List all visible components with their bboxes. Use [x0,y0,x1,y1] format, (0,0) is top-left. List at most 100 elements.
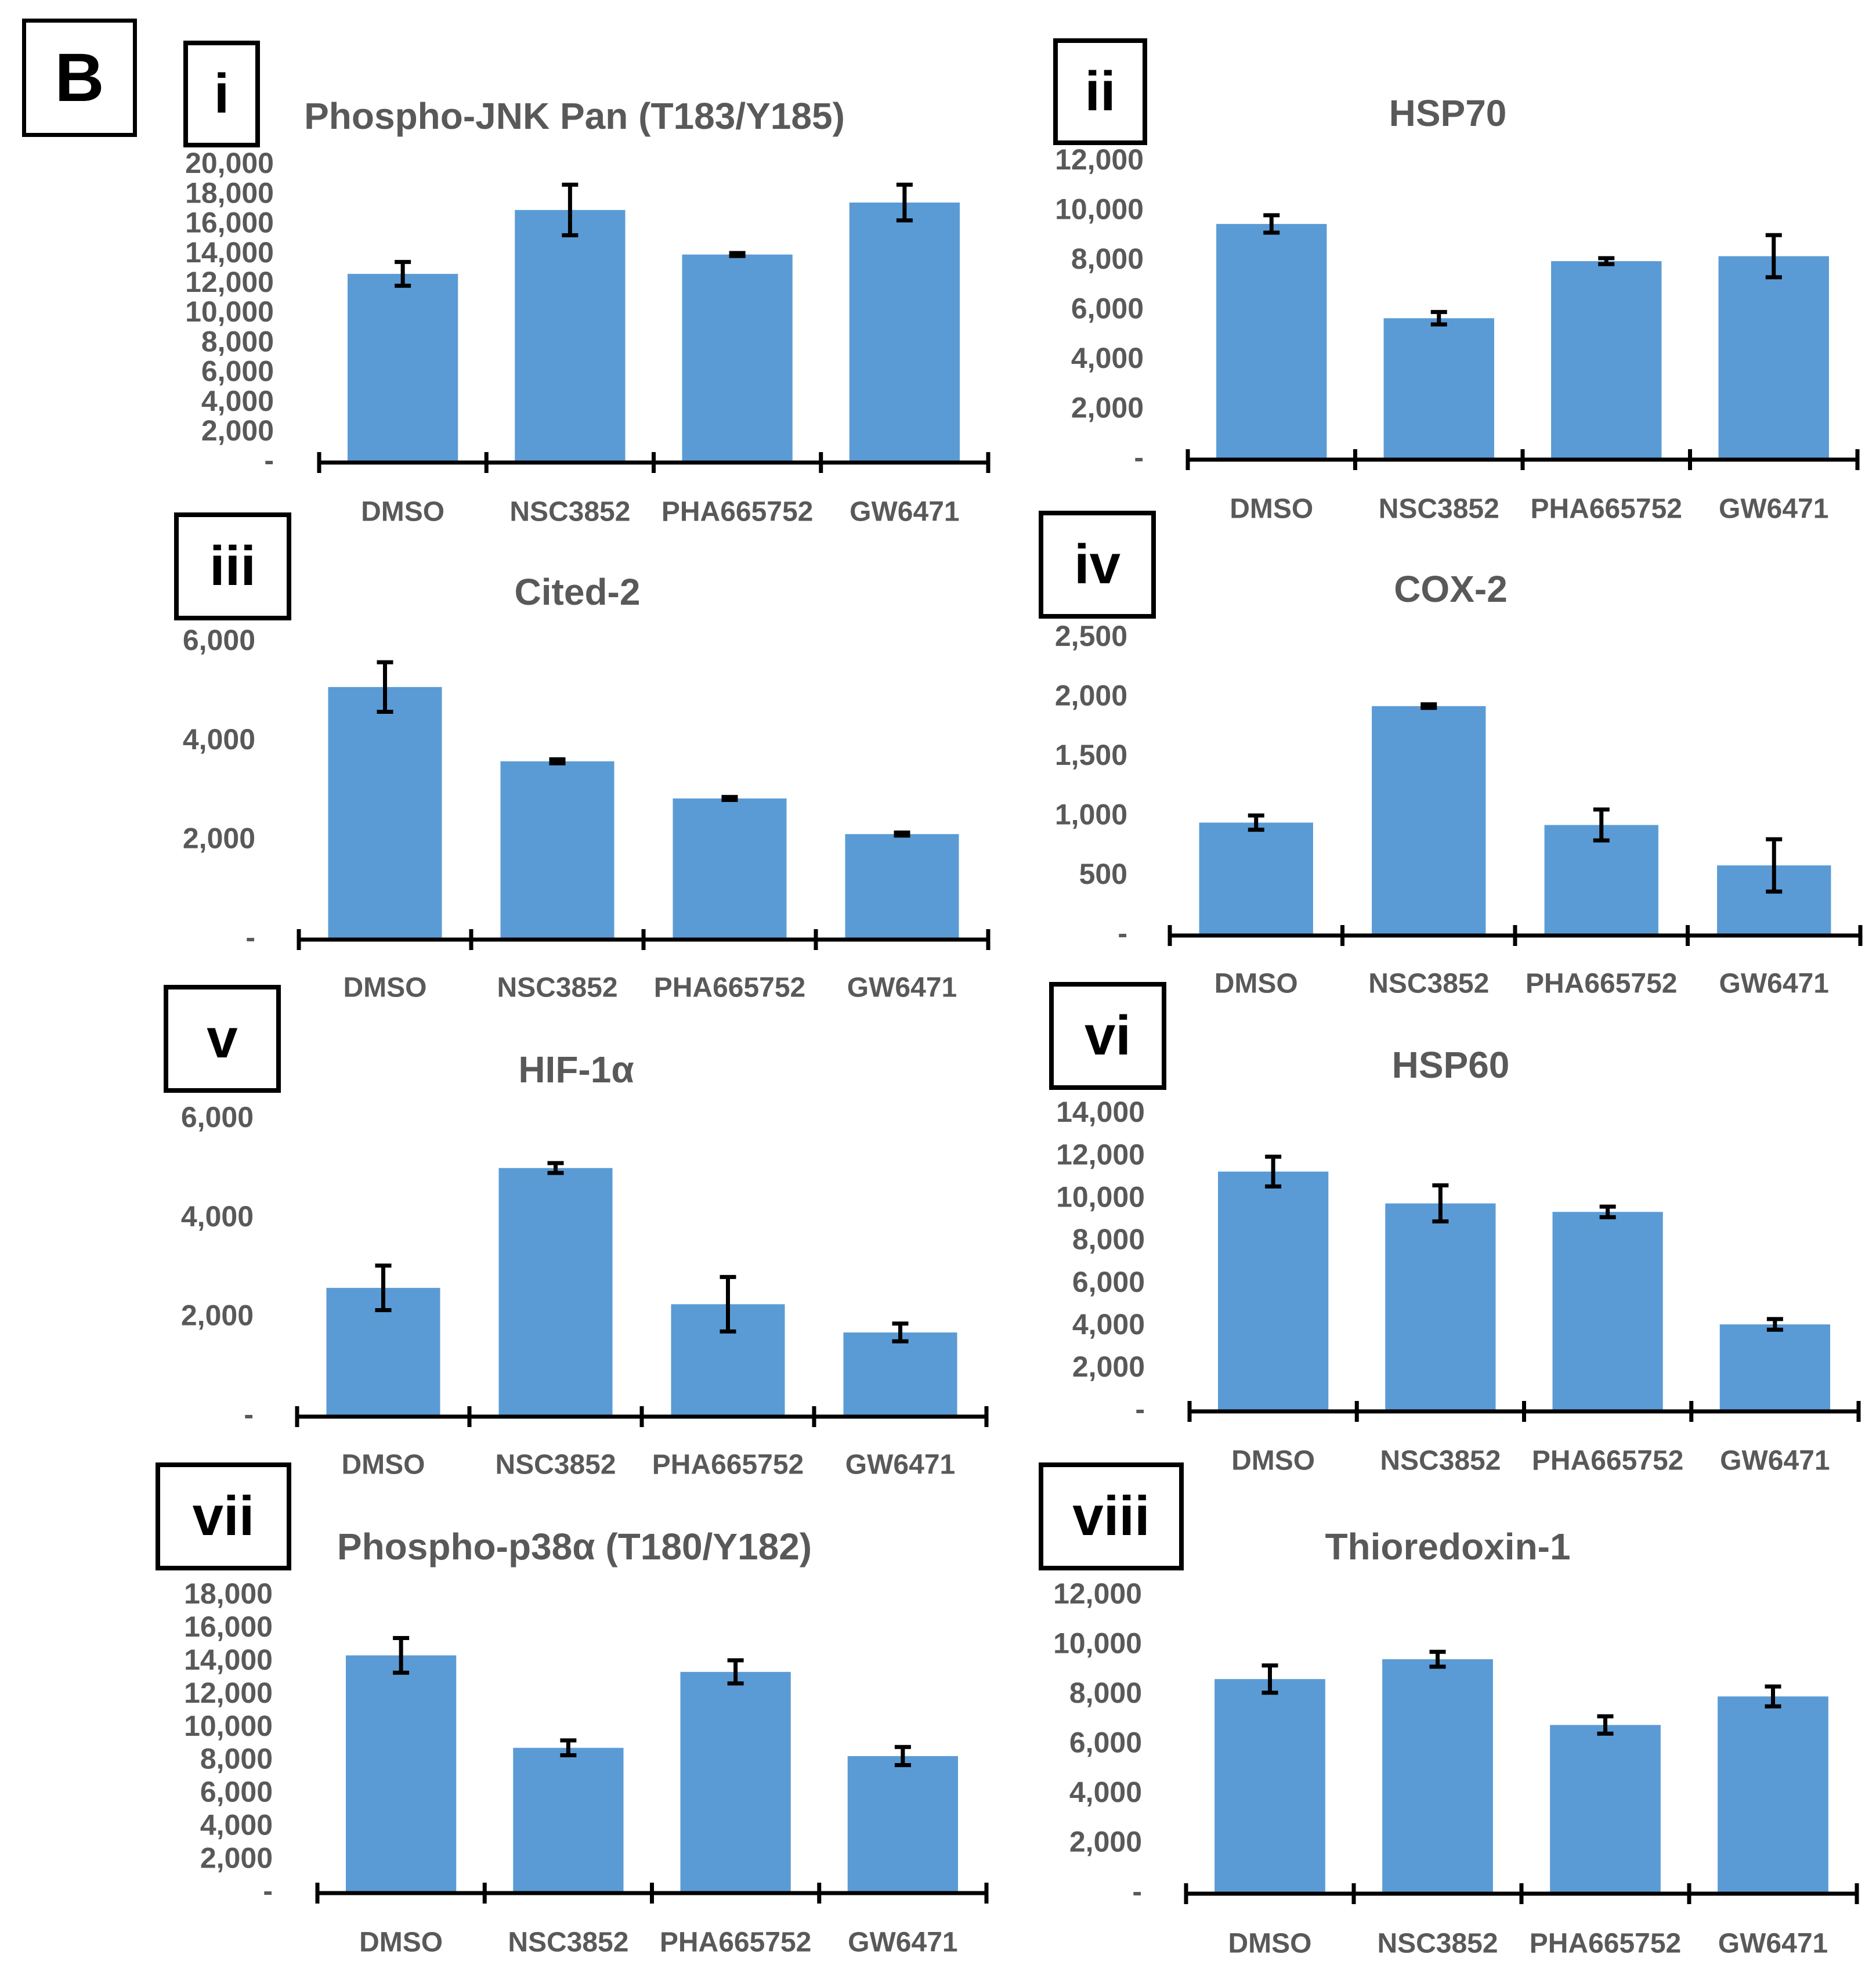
y-tick-label: 8,000 [1069,1677,1142,1709]
y-tick-label: 8,000 [200,1743,273,1775]
bar [346,1655,457,1893]
y-tick-label: - [264,444,274,476]
y-tick-label: 4,000 [201,385,274,417]
panel-label-iv: iv [1039,511,1156,619]
bar [682,254,793,463]
y-tick-label: 4,000 [1071,342,1144,374]
y-tick-label: 2,000 [200,1841,273,1874]
x-category-label: DMSO [1214,969,1298,999]
chart-title: Thioredoxin-1 [1325,1526,1570,1568]
bar [849,203,960,463]
bar [1214,1679,1325,1894]
y-tick-label: 12,000 [184,1677,273,1709]
y-tick-label: - [1135,1393,1145,1425]
y-tick-label: 6,000 [183,624,255,656]
x-category-label: PHA665752 [654,973,806,1003]
y-tick-label: 2,000 [201,414,274,447]
y-tick-label: 10,000 [1056,1180,1145,1213]
y-tick-label: 2,000 [1072,1350,1145,1383]
chart-title: Phospho-JNK Pan (T183/Y185) [304,95,845,137]
chart-title: HSP70 [1389,92,1507,134]
bar [328,687,442,940]
x-category-label: DMSO [361,497,444,528]
y-tick-label: 6,000 [1071,292,1144,325]
x-category-label: GW6471 [848,1927,957,1958]
y-tick-label: 18,000 [184,1577,273,1610]
x-category-label: DMSO [1230,494,1313,525]
y-tick-label: - [1134,441,1144,474]
y-tick-label: 2,000 [183,822,255,855]
y-tick-label: 2,000 [1055,680,1127,712]
y-tick-label: 4,000 [181,1200,254,1233]
bar [515,210,626,463]
y-tick-label: 8,000 [1071,243,1144,275]
x-category-label: GW6471 [850,497,959,528]
x-category-label: DMSO [344,973,427,1003]
x-category-label: DMSO [1228,1929,1312,1959]
bar [513,1747,624,1893]
bar [1372,706,1486,936]
y-tick-label: 500 [1079,858,1127,890]
panel-label-v: v [164,985,281,1093]
bar [1718,1696,1828,1894]
y-tick-label: 2,000 [181,1299,254,1332]
panel-label-vii: vii [156,1462,291,1570]
y-tick-label: 14,000 [185,236,274,269]
y-tick-label: 2,500 [1055,620,1127,652]
y-tick-label: 6,000 [181,1101,254,1133]
x-category-label: NSC3852 [1368,969,1489,999]
bar [348,273,458,463]
y-tick-label: 10,000 [1055,193,1144,226]
y-tick-label: 16,000 [185,207,274,239]
y-tick-label: 2,000 [1071,392,1144,424]
x-category-label: NSC3852 [1379,494,1499,525]
y-tick-label: 12,000 [1056,1138,1145,1171]
panel-label-vi: vi [1049,982,1166,1090]
y-tick-label: 16,000 [184,1610,273,1643]
x-category-label: GW6471 [845,1450,955,1480]
panel-label-i: i [183,41,260,147]
y-tick-label: 4,000 [1069,1776,1142,1808]
y-tick-label: 6,000 [1072,1266,1145,1298]
x-category-label: GW6471 [1719,494,1828,525]
bar [673,798,787,940]
bar [847,1756,958,1893]
x-category-label: NSC3852 [497,973,617,1003]
chart-title: COX-2 [1394,568,1508,610]
y-tick-label: 12,000 [185,266,274,298]
x-category-label: PHA665752 [662,497,814,528]
x-category-label: PHA665752 [660,1927,812,1958]
bar [1544,825,1658,936]
y-tick-label: - [1132,1875,1142,1908]
y-tick-label: 6,000 [201,355,274,388]
y-tick-label: 6,000 [1069,1727,1142,1759]
y-tick-label: 14,000 [1056,1096,1145,1128]
x-category-label: PHA665752 [1526,969,1678,999]
chart-title: Phospho-p38α (T180/Y182) [337,1526,812,1568]
panel-label-ii: ii [1053,38,1147,145]
y-tick-label: - [263,1875,273,1907]
x-category-label: NSC3852 [508,1927,628,1958]
x-category-label: PHA665752 [1530,494,1682,525]
bar [1382,1659,1493,1894]
y-tick-label: - [244,1398,254,1431]
y-tick-label: 4,000 [183,723,255,756]
y-tick-label: 10,000 [185,295,274,328]
y-tick-label: 1,500 [1055,739,1127,771]
y-tick-label: 8,000 [1072,1223,1145,1256]
x-category-label: NSC3852 [495,1450,616,1480]
y-tick-label: 18,000 [185,176,274,209]
y-tick-label: 6,000 [200,1776,273,1808]
chart-title: HIF-1α [518,1049,634,1090]
y-tick-label: 1,000 [1055,798,1127,830]
bar [1199,822,1313,936]
x-category-label: GW6471 [1720,1446,1830,1476]
y-tick-label: 12,000 [1055,143,1144,176]
x-category-label: DMSO [342,1450,425,1480]
x-category-label: PHA665752 [1532,1446,1684,1476]
y-tick-label: 8,000 [201,325,274,357]
figure-panel-label: B [22,19,137,137]
y-tick-label: 10,000 [1053,1627,1142,1660]
y-tick-label: 20,000 [185,147,274,179]
